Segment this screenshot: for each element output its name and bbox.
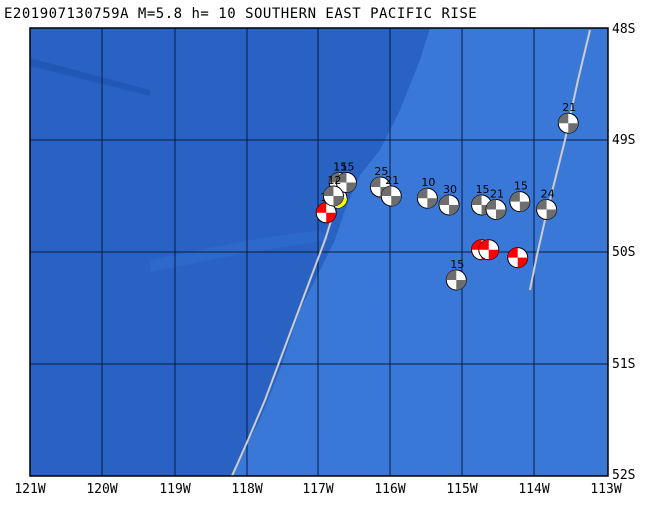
focal-mechanism-13: 21 bbox=[557, 101, 579, 134]
focal-mechanism-14: 15 bbox=[445, 258, 467, 291]
event-depth-label: 21 bbox=[562, 101, 576, 114]
graticule bbox=[30, 28, 608, 476]
event-depth-label: 21 bbox=[385, 174, 399, 187]
lon-label-115w: 115W bbox=[446, 482, 478, 497]
focal-mechanism-3: 15 bbox=[335, 161, 357, 194]
focal-mechanism-12: 24 bbox=[536, 187, 558, 220]
event-depth-label: 15 bbox=[340, 161, 354, 174]
event-depth-label: 15 bbox=[450, 258, 464, 271]
focal-mechanism-17 bbox=[507, 247, 529, 269]
plate-boundary-line bbox=[529, 29, 591, 291]
lon-label-116w: 116W bbox=[374, 482, 406, 497]
lat-label-48s: 48S bbox=[612, 22, 636, 37]
event-depth-label: 15 bbox=[333, 161, 347, 174]
focal-mechanism-10: 21 bbox=[485, 187, 507, 220]
lat-label-50s: 50S bbox=[612, 245, 636, 260]
lon-label-118w: 118W bbox=[231, 482, 263, 497]
focal-mechanism-8: 30 bbox=[438, 183, 460, 216]
focal-mechanisms: 1215151225211030152115242115 bbox=[315, 101, 579, 291]
focal-mechanism-7: 10 bbox=[416, 176, 438, 209]
event-depth-label: 25 bbox=[374, 165, 388, 178]
event-depth-label: 10 bbox=[421, 176, 435, 189]
focal-mechanism-11: 15 bbox=[509, 180, 531, 213]
focal-mechanism-6: 21 bbox=[380, 174, 402, 207]
event-depth-label: 21 bbox=[490, 187, 504, 200]
event-depth-label: 15 bbox=[476, 183, 490, 196]
map-frame bbox=[29, 27, 609, 477]
event-depth-label: 24 bbox=[541, 187, 555, 200]
fracture-zone bbox=[150, 230, 330, 272]
transform-fault-line bbox=[231, 204, 337, 476]
lon-label-113w: 113W bbox=[590, 482, 622, 497]
lon-label-114w: 114W bbox=[518, 482, 550, 497]
lon-label-119w: 119W bbox=[159, 482, 191, 497]
ridge-flank-zone bbox=[300, 240, 395, 476]
focal-mechanism-16 bbox=[478, 239, 500, 261]
event-depth-label: 12 bbox=[327, 174, 341, 187]
lat-label-52s: 52S bbox=[612, 468, 636, 483]
event-depth-label: 30 bbox=[443, 183, 457, 196]
event-depth-label: 15 bbox=[514, 180, 528, 193]
lat-label-51s: 51S bbox=[612, 357, 636, 372]
lon-label-120w: 120W bbox=[86, 482, 118, 497]
lat-label-49s: 49S bbox=[612, 133, 636, 148]
lon-label-117w: 117W bbox=[302, 482, 334, 497]
map-title: E201907130759A M=5.8 h= 10 SOUTHERN EAST… bbox=[4, 6, 478, 22]
deep-streak bbox=[30, 58, 150, 96]
lon-label-121w: 121W bbox=[14, 482, 46, 497]
focal-mechanism-4: 12 bbox=[322, 174, 344, 207]
